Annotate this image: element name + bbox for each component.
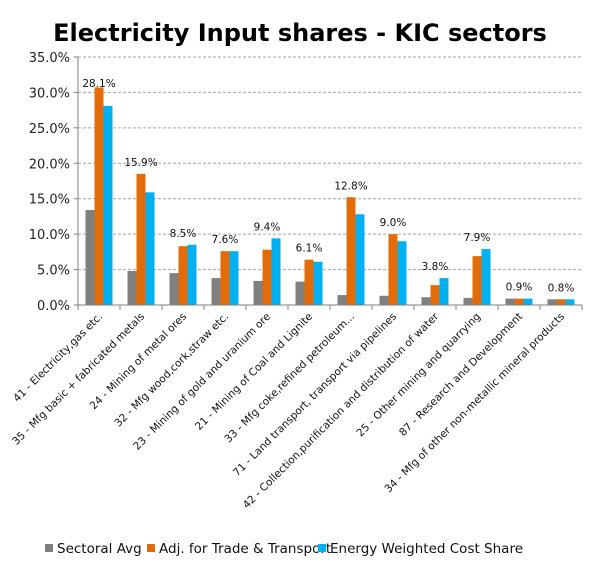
y-tick-label: 25.0% [29, 122, 70, 137]
x-axis: 41 - Electricity,gas etc.35 - Mfg basic … [10, 304, 583, 511]
data-label: 7.9% [464, 232, 491, 244]
bar-adj-for-trade-transport [556, 299, 566, 305]
y-tick-label: 20.0% [29, 157, 70, 172]
data-label: 9.0% [380, 217, 407, 229]
bar-sectoral-avg [505, 298, 515, 305]
y-tick-label: 35.0% [29, 51, 70, 66]
y-tick-label: 0.0% [37, 299, 70, 314]
data-label: 8.5% [170, 228, 197, 240]
legend-label: Energy Weighted Cost Share [330, 541, 523, 557]
bar-energy-weighted-cost-share [397, 241, 407, 305]
bar-sectoral-avg [337, 295, 347, 305]
bars [85, 87, 575, 306]
chart-title: Electricity Input shares - KIC sectors [53, 19, 547, 47]
y-tick-label: 5.0% [37, 264, 70, 279]
bar-adj-for-trade-transport [346, 197, 356, 305]
bar-sectoral-avg [421, 297, 431, 305]
legend-swatch [45, 544, 53, 552]
bar-energy-weighted-cost-share [565, 299, 575, 305]
bar-adj-for-trade-transport [94, 87, 104, 306]
bar-energy-weighted-cost-share [187, 244, 197, 305]
legend-label: Sectoral Avg [57, 541, 142, 557]
data-label: 6.1% [296, 243, 323, 255]
data-label: 7.6% [212, 234, 239, 246]
data-label: 0.8% [548, 282, 575, 294]
bar-energy-weighted-cost-share [103, 105, 113, 306]
bar-adj-for-trade-transport [430, 285, 440, 305]
bar-adj-for-trade-transport [388, 234, 398, 305]
y-tick-label: 30.0% [29, 86, 70, 101]
data-label: 12.8% [334, 180, 367, 192]
bar-energy-weighted-cost-share [439, 278, 449, 305]
bar-sectoral-avg [211, 278, 221, 305]
bar-adj-for-trade-transport [178, 246, 188, 305]
legend-swatch [318, 544, 326, 552]
bar-sectoral-avg [295, 281, 305, 305]
legend-label: Adj. for Trade & Transport [159, 541, 331, 557]
bar-sectoral-avg [169, 273, 179, 305]
bar-energy-weighted-cost-share [229, 251, 239, 305]
y-tick-label: 15.0% [29, 193, 70, 208]
bar-energy-weighted-cost-share [271, 238, 281, 305]
bar-sectoral-avg [463, 297, 473, 305]
data-label: 15.9% [124, 157, 157, 169]
bar-energy-weighted-cost-share [145, 192, 155, 305]
legend: Sectoral Avg Adj. for Trade & TransportEn… [45, 541, 523, 557]
bar-sectoral-avg [379, 295, 389, 305]
bar-adj-for-trade-transport [220, 251, 230, 305]
bar-adj-for-trade-transport [514, 298, 524, 305]
legend-swatch [147, 544, 155, 552]
bar-energy-weighted-cost-share [355, 214, 365, 305]
gridlines [78, 56, 582, 271]
bar-sectoral-avg [127, 270, 137, 305]
data-label: 28.1% [82, 78, 115, 90]
data-labels: 28.1% 15.9% 8.5% 7.6% 9.4% 6.1% 12.8% 9.0% 3.8% 7… [82, 78, 574, 294]
bar-adj-for-trade-transport [136, 173, 146, 305]
bar-adj-for-trade-transport [304, 259, 314, 305]
bar-energy-weighted-cost-share [481, 249, 491, 305]
data-label: 3.8% [422, 261, 449, 273]
bar-energy-weighted-cost-share [523, 298, 533, 305]
y-axis: 0.0% 5.0% 10.0% 15.0% 20.0% 25.0% 30.0% 35.0% [29, 51, 79, 314]
bar-sectoral-avg [547, 299, 557, 305]
y-tick-label: 10.0% [29, 228, 70, 243]
data-label: 0.9% [506, 282, 533, 294]
bar-adj-for-trade-transport [262, 249, 272, 305]
bar-sectoral-avg [85, 210, 95, 305]
bar-sectoral-avg [253, 280, 263, 305]
x-tick-label: 42 - Collection,purification and distrib… [241, 310, 442, 511]
data-label: 9.4% [254, 221, 281, 233]
bar-energy-weighted-cost-share [313, 261, 323, 305]
bar-adj-for-trade-transport [472, 256, 482, 305]
